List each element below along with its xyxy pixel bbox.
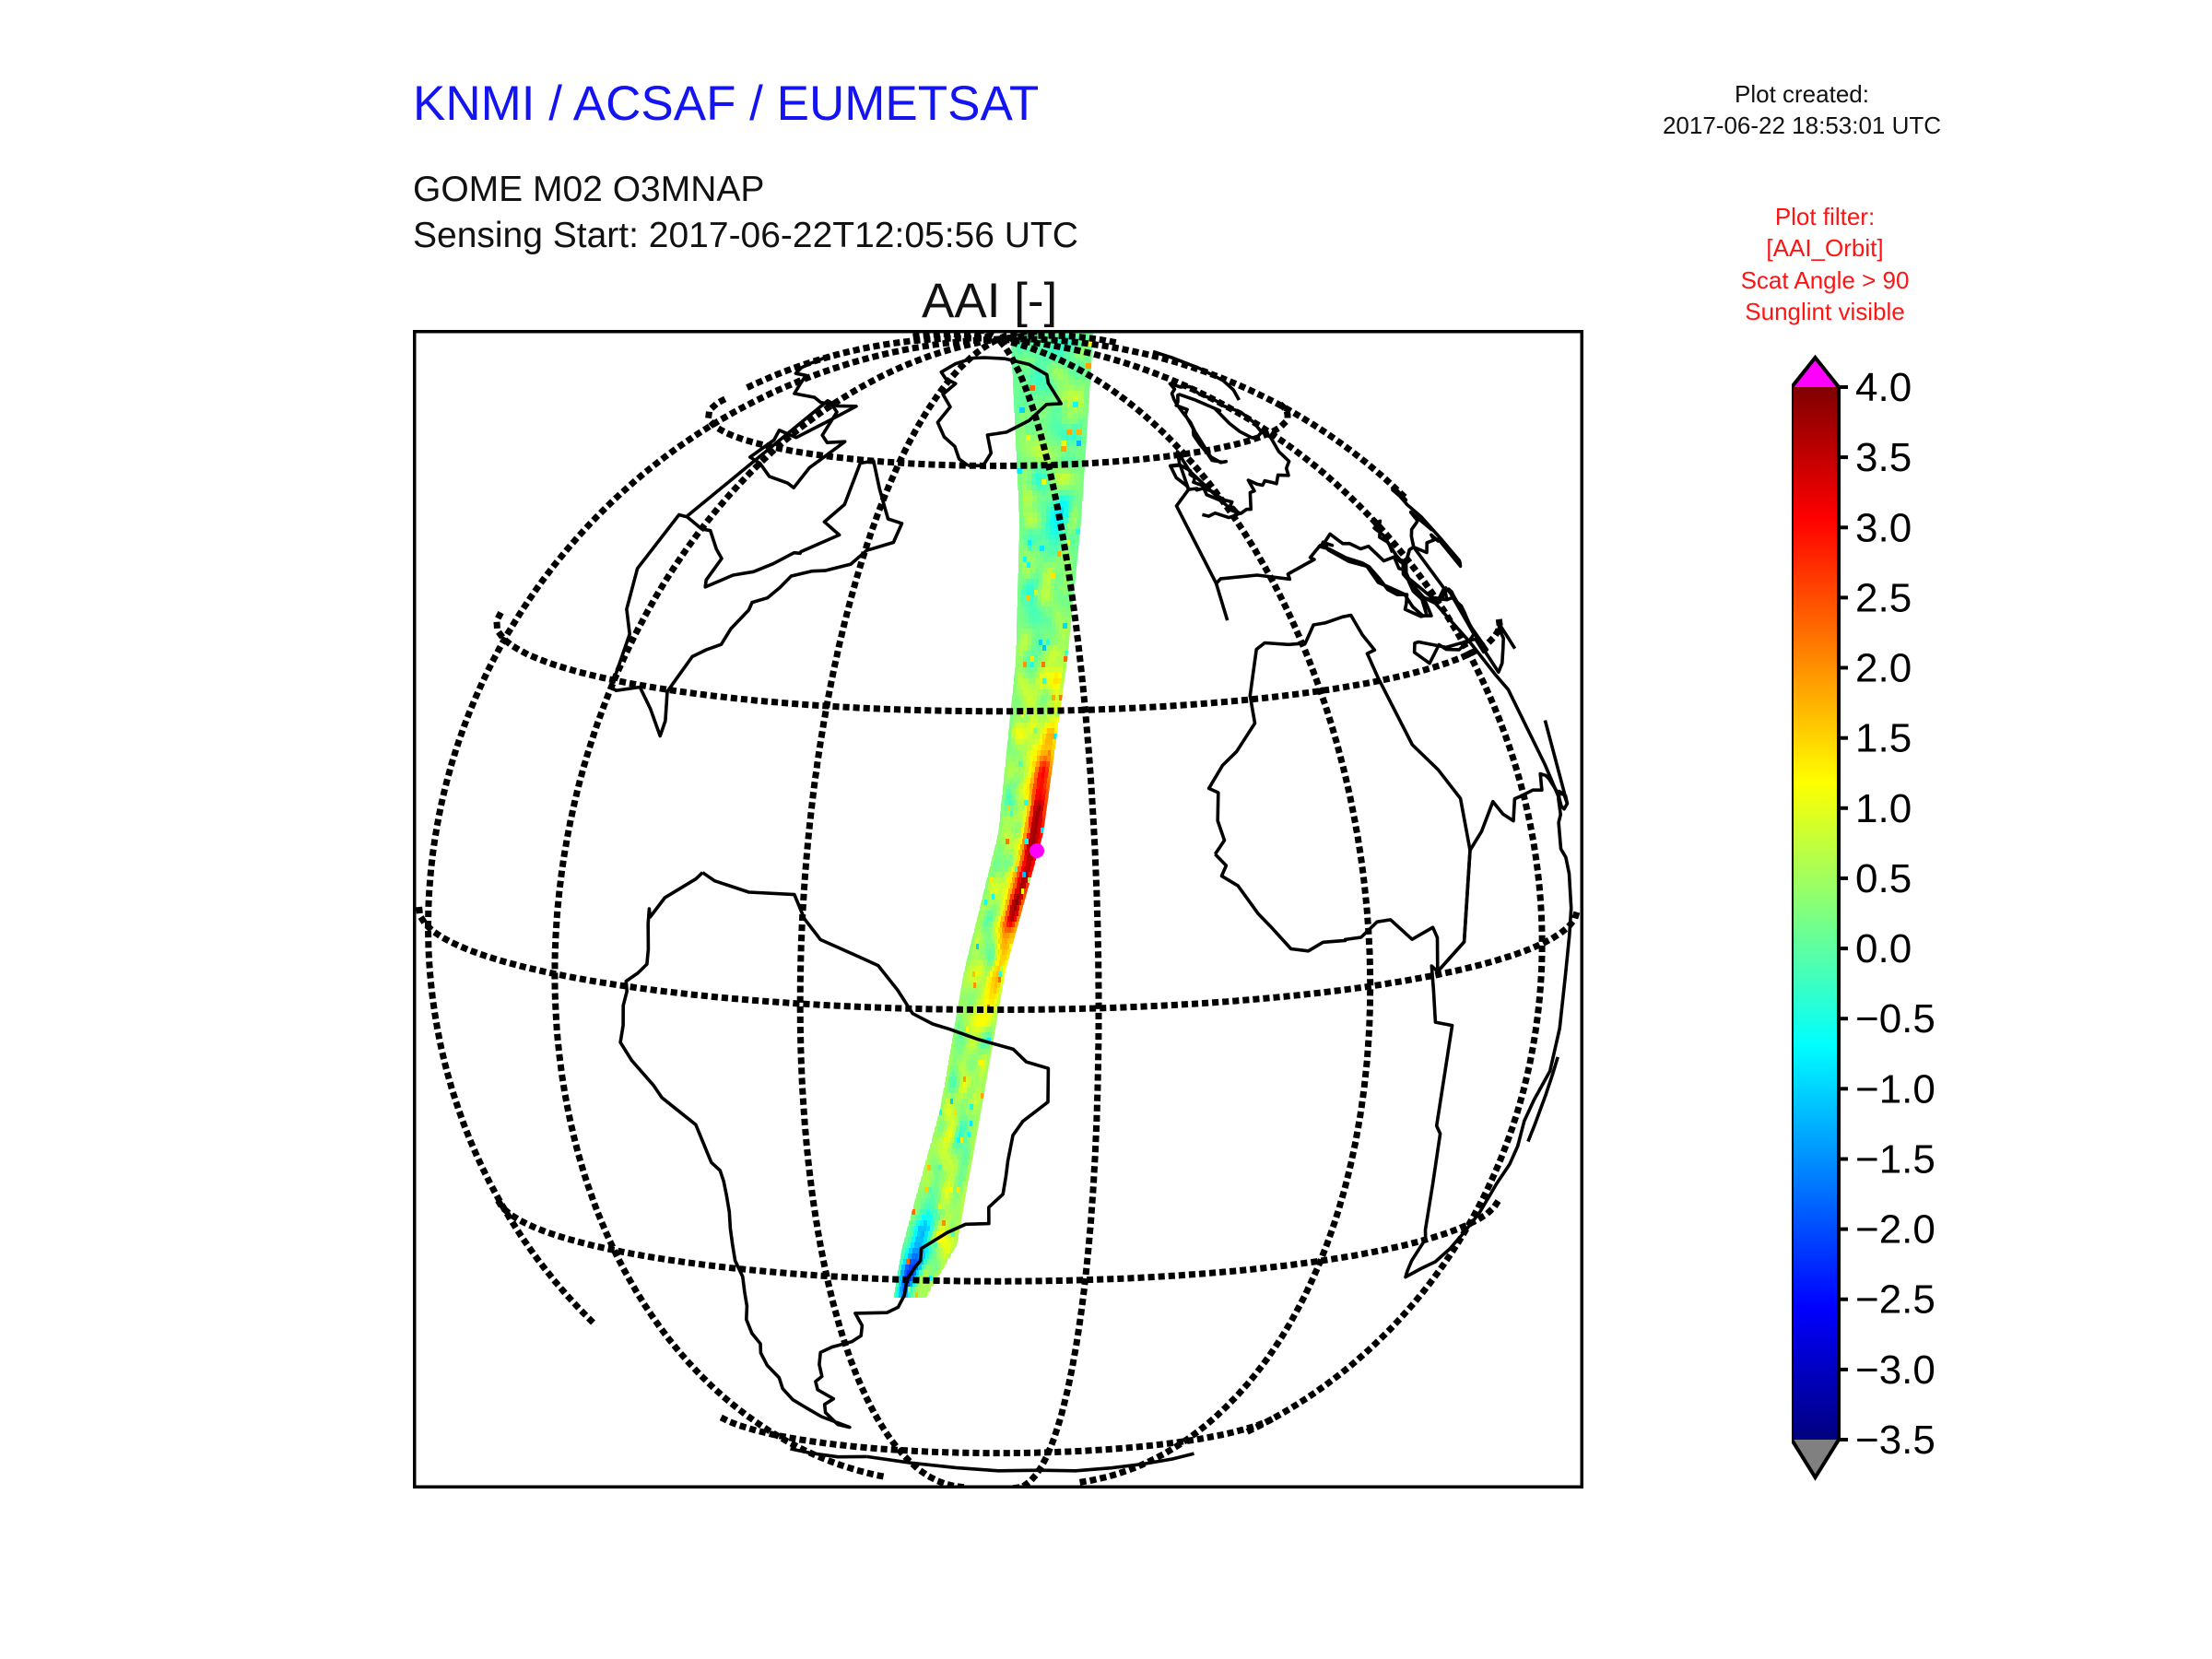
svg-text:0.0: 0.0 [1855, 926, 1912, 971]
svg-text:3.0: 3.0 [1855, 505, 1912, 550]
svg-text:−1.5: −1.5 [1855, 1137, 1936, 1182]
svg-text:0.5: 0.5 [1855, 856, 1912, 901]
svg-text:2.0: 2.0 [1855, 646, 1912, 691]
svg-text:−2.5: −2.5 [1855, 1277, 1936, 1323]
svg-text:1.5: 1.5 [1855, 716, 1912, 761]
svg-text:2.5: 2.5 [1855, 575, 1912, 620]
svg-text:3.5: 3.5 [1855, 435, 1912, 480]
svg-text:1.0: 1.0 [1855, 786, 1912, 831]
svg-text:−1.0: −1.0 [1855, 1066, 1936, 1112]
svg-text:−0.5: −0.5 [1855, 996, 1936, 1041]
svg-text:−3.5: −3.5 [1855, 1418, 1936, 1463]
svg-text:−2.0: −2.0 [1855, 1207, 1936, 1253]
svg-text:−3.0: −3.0 [1855, 1347, 1936, 1393]
svg-text:4.0: 4.0 [1855, 365, 1912, 410]
